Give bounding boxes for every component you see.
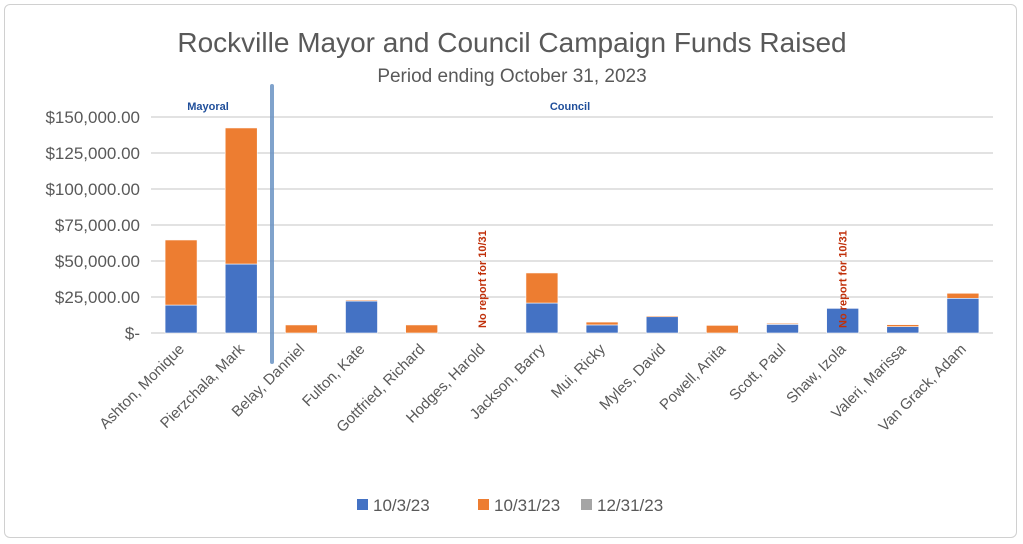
x-tick-label: Mui, Ricky xyxy=(548,340,609,401)
x-tick-label: Scott, Paul xyxy=(726,341,789,404)
y-tick-label: $75,000.00 xyxy=(55,216,140,235)
mayoral-label: Mayoral xyxy=(187,101,229,113)
bar-segment xyxy=(886,324,920,327)
bar-segment xyxy=(886,326,920,334)
bar-segment xyxy=(826,308,859,334)
bar-segment xyxy=(345,300,378,334)
bar-segment xyxy=(585,324,619,334)
bar-segment xyxy=(224,127,258,265)
bar-segment xyxy=(645,316,679,334)
bar-segment xyxy=(525,272,559,304)
bar-segment xyxy=(946,297,980,334)
legend-swatch xyxy=(357,499,368,510)
no-report-annotation: No report for 10/31 xyxy=(838,230,850,328)
council-label: Council xyxy=(550,101,590,113)
bar-segment xyxy=(946,292,980,299)
legend-swatch xyxy=(478,499,489,510)
y-tick-label: $125,000.00 xyxy=(45,144,140,163)
y-tick-label: $150,000.00 xyxy=(45,108,140,127)
legend-label: 10/31/23 xyxy=(494,496,560,515)
bar-segment xyxy=(285,324,318,334)
legend-label: 12/31/23 xyxy=(597,496,663,515)
y-tick-label: $50,000.00 xyxy=(55,252,140,271)
bar-segment xyxy=(164,304,198,334)
legend-label: 10/3/23 xyxy=(373,496,430,515)
y-tick-label: $- xyxy=(125,324,140,343)
bar-segment xyxy=(525,302,559,334)
legend-swatch xyxy=(581,499,592,510)
y-tick-label: $100,000.00 xyxy=(45,180,140,199)
bar-segment xyxy=(345,299,378,302)
chart-subtitle: Period ending October 31, 2023 xyxy=(377,66,646,87)
bar-segment xyxy=(766,323,799,325)
chart-frame xyxy=(4,4,1017,538)
bar-segment xyxy=(766,324,799,334)
chart-title: Rockville Mayor and Council Campaign Fun… xyxy=(177,27,846,58)
bar-segment xyxy=(164,239,198,306)
x-tick-label: Shaw, Izola xyxy=(783,340,850,407)
no-report-annotation: No report for 10/31 xyxy=(477,230,489,328)
bar-segment xyxy=(405,324,438,334)
bar-segment xyxy=(585,321,619,326)
bar-segment xyxy=(645,315,679,318)
y-tick-label: $25,000.00 xyxy=(55,288,140,307)
bar-segment xyxy=(224,263,258,334)
bar-segment xyxy=(706,325,739,334)
